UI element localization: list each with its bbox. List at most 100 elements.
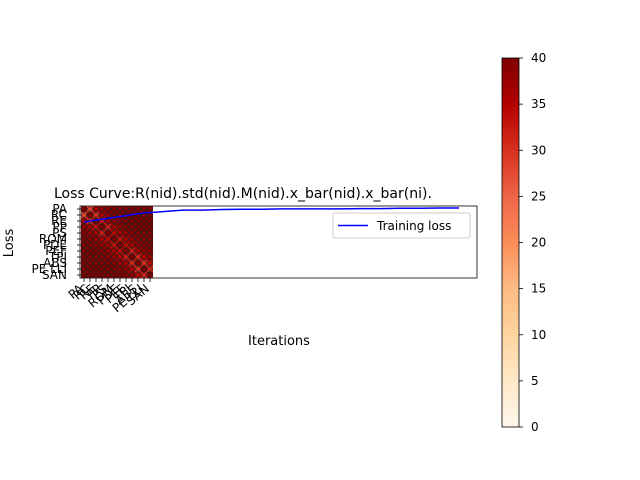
heatmap-cell: [117, 236, 123, 242]
heatmap-cell-marker: [141, 230, 147, 236]
heatmap-cell: [81, 272, 87, 278]
colorbar-tick-label: 15: [531, 282, 546, 296]
heatmap-cell: [99, 266, 105, 272]
heatmap-cell: [147, 260, 153, 266]
heatmap-cell: [147, 212, 153, 218]
heatmap-cell: [141, 248, 147, 254]
heatmap-cell: [93, 248, 99, 254]
heatmap-cell-marker: [117, 230, 123, 236]
heatmap-cell: [111, 260, 117, 266]
legend: Training loss: [332, 212, 471, 239]
heatmap-cell: [93, 212, 99, 218]
heatmap-cell: [117, 254, 123, 260]
heatmap-cell-marker: [105, 266, 111, 272]
heatmap-cell-marker: [147, 224, 153, 230]
heatmap-cell-marker: [81, 212, 87, 218]
heatmap-cell: [111, 218, 117, 224]
heatmap-cell-marker: [123, 236, 129, 242]
line-series-group: [83, 207, 459, 223]
heatmap-cell-marker: [129, 230, 135, 236]
heatmap-cell: [81, 206, 87, 212]
heatmap-cell-marker: [99, 236, 105, 242]
heatmap-cell: [147, 242, 153, 248]
heatmap-cell-marker: [117, 272, 123, 278]
heatmap-cell: [129, 272, 135, 278]
heatmap-cell-marker: [117, 260, 123, 266]
y-tick-label: PS: [52, 226, 67, 240]
heatmap-cell-marker: [87, 212, 93, 218]
heatmap-cell: [141, 260, 147, 266]
heatmap-cell-marker: [81, 272, 87, 278]
heatmap-cell-marker: [111, 206, 117, 212]
heatmap-cell-marker: [93, 272, 99, 278]
heatmap-cell: [123, 242, 129, 248]
heatmap-cell-marker: [135, 254, 141, 260]
heatmap-cell-marker: [81, 224, 87, 230]
heatmap-cell-marker: [111, 242, 117, 248]
heatmap-cell-marker: [111, 254, 117, 260]
heatmap-cell-marker: [135, 248, 141, 254]
heatmap-cell: [93, 236, 99, 242]
heatmap-cell-marker: [147, 266, 153, 272]
heatmap-cell: [117, 212, 123, 218]
heatmap-cell: [135, 242, 141, 248]
heatmap-cell: [123, 206, 129, 212]
heatmap-cell: [81, 236, 87, 242]
heatmap-cell: [111, 212, 117, 218]
y-tick-label: ABS: [43, 256, 67, 270]
heatmap-cell-marker: [123, 266, 129, 272]
heatmap-cell: [105, 248, 111, 254]
heatmap-cell: [99, 236, 105, 242]
heatmap-cell-marker: [87, 254, 93, 260]
heatmap-cell-marker: [99, 254, 105, 260]
heatmap-cell-marker: [99, 206, 105, 212]
heatmap-cell-marker: [93, 236, 99, 242]
heatmap-cell-marker: [93, 212, 99, 218]
heatmap-cell: [105, 224, 111, 230]
heatmap-cell-marker: [135, 206, 141, 212]
heatmap-cell-marker: [135, 242, 141, 248]
heatmap-cell-marker: [141, 266, 147, 272]
colorbar-gradient: [501, 57, 520, 428]
heatmap-cell: [129, 224, 135, 230]
heatmap-cell-marker: [111, 218, 117, 224]
heatmap-cell-marker: [129, 206, 135, 212]
heatmap-cell: [93, 242, 99, 248]
heatmap-cell: [81, 212, 87, 218]
heatmap-cell-marker: [99, 242, 105, 248]
heatmap-cell: [135, 260, 141, 266]
heatmap-cell-marker: [129, 242, 135, 248]
heatmap-cell: [135, 230, 141, 236]
heatmap-cell: [87, 248, 93, 254]
heatmap-cell-marker: [93, 206, 99, 212]
y-tick-label: RE: [51, 214, 67, 228]
heatmap-cell: [87, 266, 93, 272]
colorbar-tick-label: 10: [531, 328, 546, 342]
heatmap-cell: [123, 230, 129, 236]
heatmap-cell: [141, 254, 147, 260]
heatmap-cell-marker: [99, 272, 105, 278]
heatmap-cell-marker: [141, 218, 147, 224]
heatmap-cell: [147, 230, 153, 236]
heatmap-cell: [129, 236, 135, 242]
heatmap-cell-marker: [147, 242, 153, 248]
heatmap-cell-marker: [105, 224, 111, 230]
y-tick-label: ROM: [39, 232, 67, 246]
heatmap-cell-marker: [93, 266, 99, 272]
heatmap-cell-marker: [129, 272, 135, 278]
legend-entry-label: Training loss: [376, 219, 451, 233]
heatmap-cell-marker: [105, 248, 111, 254]
heatmap-cell: [105, 236, 111, 242]
heatmap-cell-marker: [123, 218, 129, 224]
heatmap-cell: [141, 272, 147, 278]
heatmap-cell-marker: [93, 230, 99, 236]
heatmap-cell: [129, 254, 135, 260]
heatmap-cell: [105, 254, 111, 260]
heatmap-cell: [81, 248, 87, 254]
heatmap-cell-marker: [129, 266, 135, 272]
heatmap-cell: [129, 266, 135, 272]
heatmap-cell: [105, 272, 111, 278]
heatmap-cell-marker: [99, 266, 105, 272]
heatmap-cell: [87, 206, 93, 212]
heatmap-cell: [111, 236, 117, 242]
